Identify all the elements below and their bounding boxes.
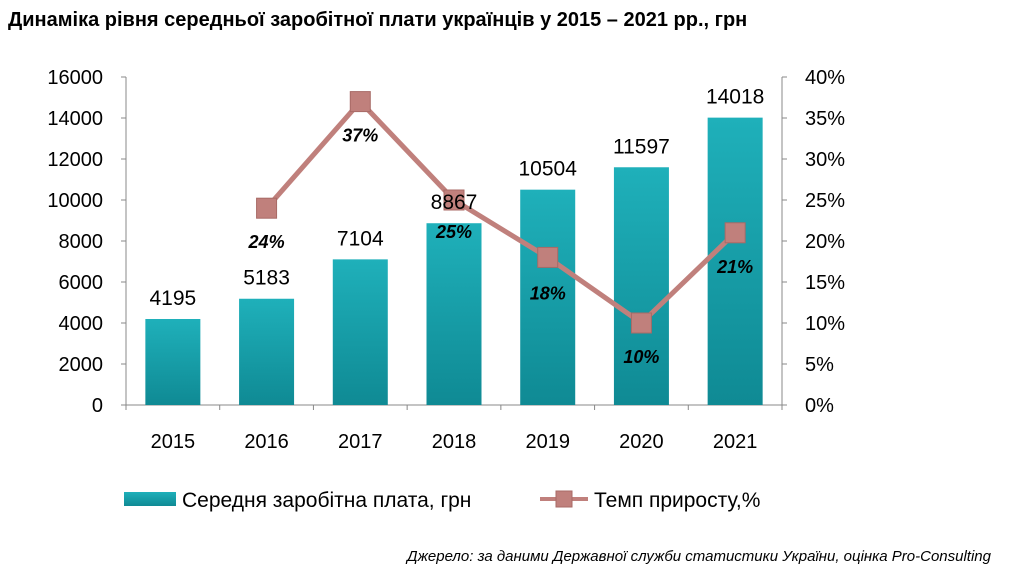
y-right-tick-label: 0% [805, 395, 834, 417]
x-tick-label: 2017 [338, 431, 383, 453]
bar-value-label: 8867 [431, 191, 478, 214]
bar [613, 167, 669, 405]
y-left-tick-label: 16000 [47, 67, 103, 89]
y-right-tick-label: 5% [805, 354, 834, 376]
legend-bar-label: Середня заробітна плата, грн [182, 489, 471, 512]
bar [239, 298, 295, 405]
line-marker [724, 222, 746, 244]
y-left-tick-label: 12000 [47, 149, 103, 171]
legend-line-marker [555, 490, 573, 508]
bar [145, 319, 201, 405]
growth-value-label: 37% [342, 126, 378, 146]
x-tick-label: 2015 [151, 431, 196, 453]
y-left-tick-label: 10000 [47, 190, 103, 212]
x-tick-label: 2019 [525, 431, 570, 453]
y-right-tick-label: 15% [805, 272, 845, 294]
bar [520, 189, 576, 405]
bar-value-label: 5183 [243, 267, 290, 290]
line-series [256, 91, 746, 334]
bar-value-label: 4195 [149, 287, 196, 310]
y-left-tick-label: 4000 [59, 313, 104, 335]
bar-series [145, 117, 763, 406]
bar [707, 117, 763, 406]
data-labels: 4195 5183 7104 8867 10504 11597 14018 24% 37% 25%… [149, 86, 764, 367]
y-right-tick-label: 35% [805, 108, 845, 130]
y-left-tick-label: 0 [92, 395, 103, 417]
growth-value-label: 10% [623, 347, 659, 367]
bar-value-label: 10504 [519, 158, 578, 181]
y-left-tick-label: 14000 [47, 108, 103, 130]
x-tick-label: 2020 [619, 431, 664, 453]
bar-value-label: 7104 [337, 227, 384, 250]
line-marker [256, 197, 278, 219]
legend-bar-swatch [124, 492, 176, 506]
y-left-tick-label: 8000 [59, 231, 104, 253]
y-right-tick-label: 25% [805, 190, 845, 212]
legend: Середня заробітна плата, грн Темп прирос… [124, 489, 760, 512]
y-right-tick-label: 40% [805, 67, 845, 89]
line-marker [537, 246, 559, 268]
bar-value-label: 14018 [706, 86, 764, 109]
bar-value-label: 11597 [613, 135, 670, 158]
y-right-tick-label: 10% [805, 313, 845, 335]
growth-line [264, 99, 737, 326]
y-left-tick-label: 6000 [59, 272, 104, 294]
growth-value-label: 21% [716, 257, 753, 277]
y-right-tick-label: 20% [805, 231, 845, 253]
chart-axes: 0 2000 4000 6000 8000 10000 12000 14000 16000 0% 5… [47, 67, 845, 453]
line-marker [443, 189, 465, 211]
x-tick-label: 2021 [713, 431, 758, 453]
chart-title: Динаміка рівня середньої заробітної плат… [8, 9, 748, 31]
x-tick-label: 2016 [244, 431, 289, 453]
line-marker [630, 312, 652, 334]
line-marker [349, 91, 371, 113]
y-right-tick-label: 30% [805, 149, 845, 171]
growth-value-label: 24% [248, 232, 285, 252]
growth-value-label: 18% [530, 283, 566, 303]
bar [426, 223, 482, 405]
x-tick-label: 2018 [432, 431, 477, 453]
growth-value-label: 25% [435, 222, 472, 242]
source-note: Джерело: за даними Державної служби стат… [407, 548, 991, 565]
bar [332, 259, 388, 405]
y-left-tick-label: 2000 [59, 354, 104, 376]
legend-line-label: Темп приросту,% [594, 489, 760, 512]
